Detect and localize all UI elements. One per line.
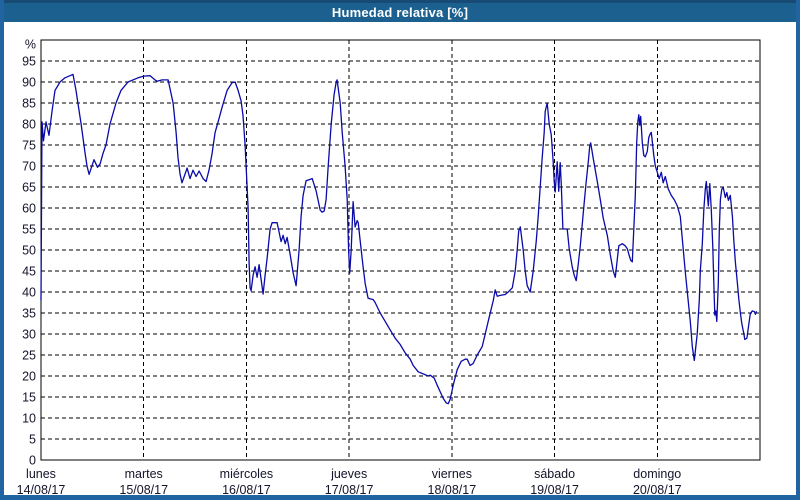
y-tick-label: 85 [22,97,36,111]
y-tick-label: 50 [22,244,36,258]
humidity-chart: % 0 5 10 15 20 25 30 35 40 45 50 55 60 65 70 75 80 85 90 95 l… [17,38,761,497]
y-tick-label: 45 [22,265,36,279]
y-tick-label: 70 [22,160,36,174]
day-name-label: miércoles [220,467,274,481]
y-tick-label: 55 [22,223,36,237]
y-tick-label: 40 [22,286,36,300]
window-title: Humedad relativa [%] [331,5,469,20]
day-name-label: martes [125,467,163,481]
day-date-label: 20/08/17 [633,483,682,497]
day-name-label: lunes [26,467,56,481]
y-tick-label: 65 [22,181,36,195]
day-name-label: domingo [633,467,681,481]
y-tick-label: 10 [22,412,36,426]
day-name-label: sábado [534,467,575,481]
y-tick-label: 30 [22,328,36,342]
y-tick-label: 20 [22,370,36,384]
window-titlebar: Humedad relativa [%] [4,0,796,22]
y-tick-label: 90 [22,76,36,90]
y-tick-label: 80 [22,118,36,132]
day-date-label: 17/08/17 [325,483,374,497]
day-date-label: 15/08/17 [119,483,168,497]
y-tick-label: 15 [22,391,36,405]
y-tick-label: 60 [22,202,36,216]
y-tick-label: 75 [22,139,36,153]
y-tick-label: 25 [22,349,36,363]
y-axis-unit-label: % [25,38,36,52]
day-name-label: jueves [330,467,367,481]
day-date-label: 19/08/17 [530,483,579,497]
humidity-series [40,73,757,405]
day-name-label: viernes [432,467,472,481]
chart-area: % 0 5 10 15 20 25 30 35 40 45 50 55 60 65 70 75 80 85 90 95 l… [4,22,796,495]
y-tick-label: 0 [29,454,36,468]
day-date-label: 18/08/17 [428,483,477,497]
y-tick-label: 95 [22,55,36,69]
y-tick-label: 35 [22,307,36,321]
day-date-label: 14/08/17 [17,483,66,497]
y-tick-label: 5 [29,433,36,447]
day-date-label: 16/08/17 [222,483,271,497]
